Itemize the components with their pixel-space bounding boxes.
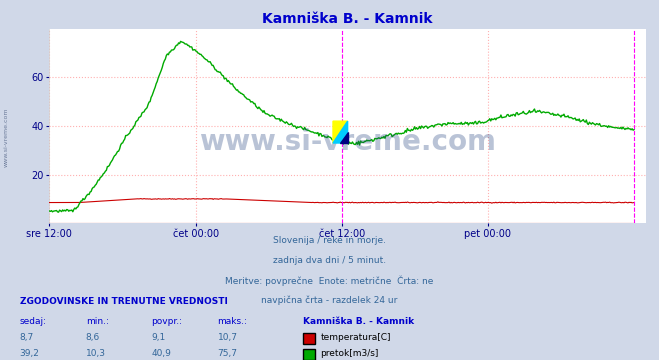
Text: 75,7: 75,7: [217, 349, 237, 358]
Polygon shape: [340, 132, 348, 143]
Text: 9,1: 9,1: [152, 333, 166, 342]
Text: 8,7: 8,7: [20, 333, 34, 342]
Polygon shape: [333, 121, 348, 143]
Text: Kamniška B. - Kamnik: Kamniška B. - Kamnik: [303, 317, 415, 326]
Text: Slovenija / reke in morje.: Slovenija / reke in morje.: [273, 236, 386, 245]
Text: maks.:: maks.:: [217, 317, 247, 326]
Text: navpična črta - razdelek 24 ur: navpična črta - razdelek 24 ur: [262, 295, 397, 305]
Text: temperatura[C]: temperatura[C]: [320, 333, 391, 342]
Text: povpr.:: povpr.:: [152, 317, 183, 326]
Text: Meritve: povprečne  Enote: metrične  Črta: ne: Meritve: povprečne Enote: metrične Črta:…: [225, 275, 434, 286]
Title: Kamniška B. - Kamnik: Kamniška B. - Kamnik: [262, 12, 433, 26]
Text: 10,3: 10,3: [86, 349, 105, 358]
Text: www.si-vreme.com: www.si-vreme.com: [199, 127, 496, 156]
Text: sedaj:: sedaj:: [20, 317, 47, 326]
Polygon shape: [333, 121, 348, 143]
Text: 8,6: 8,6: [86, 333, 100, 342]
Text: pretok[m3/s]: pretok[m3/s]: [320, 349, 379, 358]
Text: 40,9: 40,9: [152, 349, 171, 358]
Text: www.si-vreme.com: www.si-vreme.com: [3, 107, 9, 167]
Text: zadnja dva dni / 5 minut.: zadnja dva dni / 5 minut.: [273, 256, 386, 265]
Text: 39,2: 39,2: [20, 349, 40, 358]
Text: min.:: min.:: [86, 317, 109, 326]
Text: ZGODOVINSKE IN TRENUTNE VREDNOSTI: ZGODOVINSKE IN TRENUTNE VREDNOSTI: [20, 297, 227, 306]
Text: 10,7: 10,7: [217, 333, 237, 342]
